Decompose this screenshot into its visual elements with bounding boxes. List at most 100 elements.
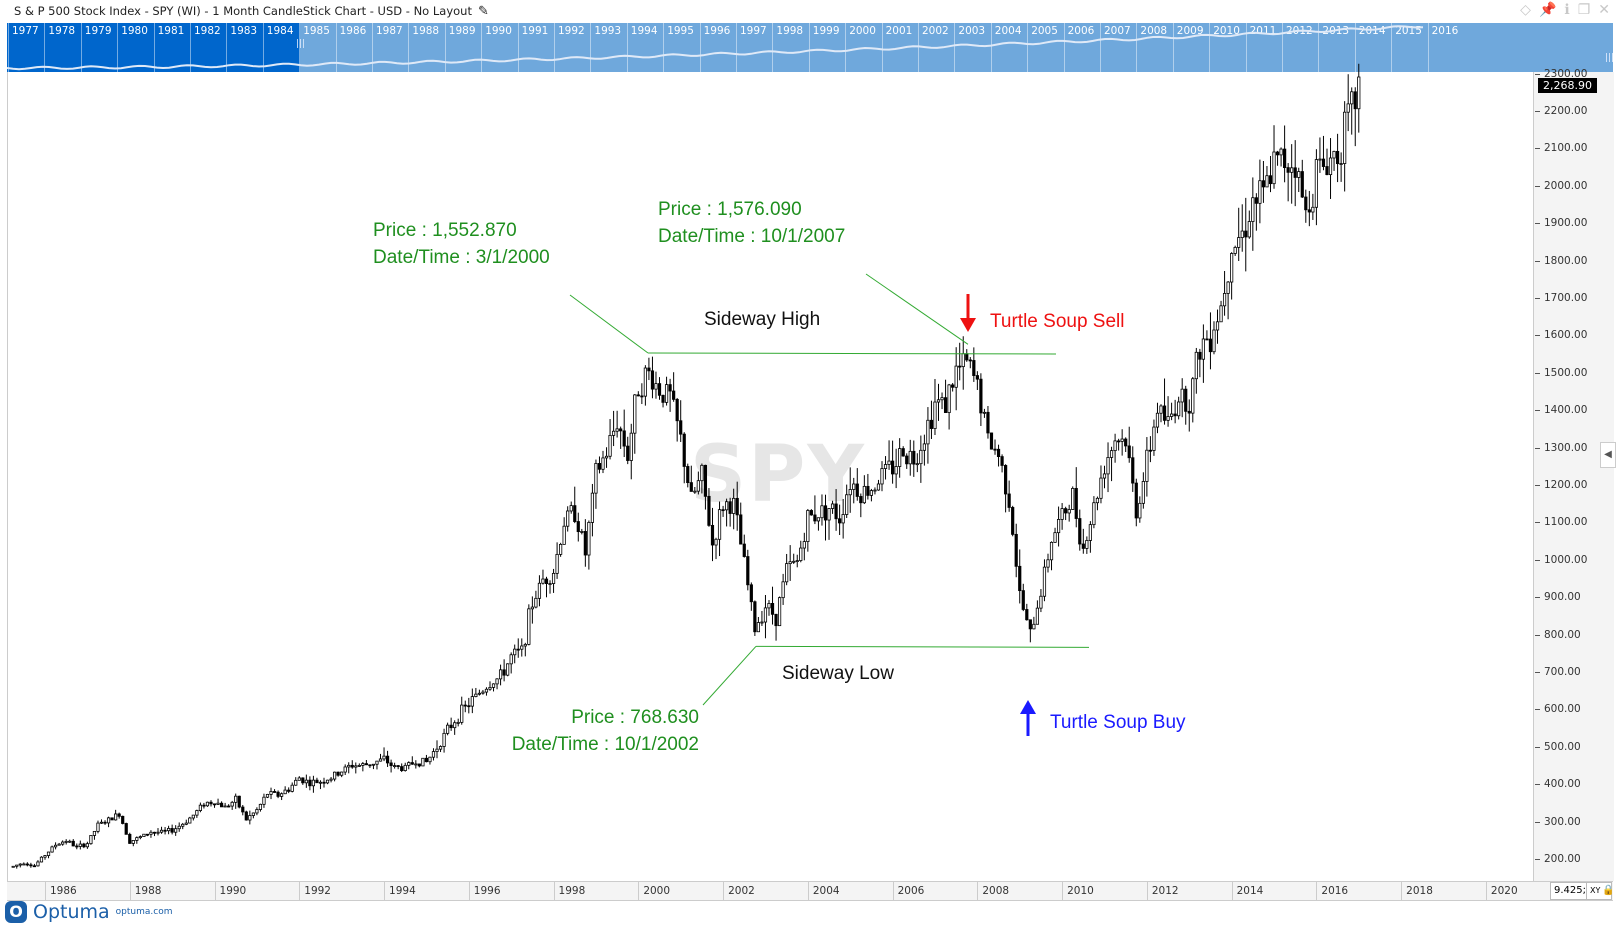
navigator-year[interactable]: 1992 [554, 23, 590, 72]
candle-body [1222, 293, 1227, 307]
navigator-year[interactable]: 2004 [990, 23, 1027, 72]
navigator-year[interactable]: 1985 [299, 23, 335, 72]
candle-body [223, 805, 227, 808]
restore-icon[interactable]: ❐ [1577, 2, 1591, 18]
candle-body [488, 687, 492, 690]
navigator-year[interactable]: 1995 [663, 23, 699, 72]
candle-body [1053, 532, 1057, 543]
brand-name: Optuma [33, 901, 110, 923]
y-tick-label: 1600.00 [1534, 329, 1588, 342]
candle-body [1088, 524, 1092, 541]
candle-body [29, 864, 33, 867]
candle-body [403, 764, 407, 771]
navigator-year[interactable]: 1988 [408, 23, 444, 72]
candle-body [509, 654, 513, 665]
y-tick-label: 500.00 [1535, 740, 1581, 753]
navigator-year[interactable]: 2008 [1136, 23, 1172, 72]
candle-body [1074, 488, 1078, 519]
candle-body [1011, 507, 1015, 535]
candle-body [555, 553, 559, 574]
candle-body [873, 489, 877, 492]
candle-body [1155, 412, 1160, 428]
candle-body [1109, 450, 1114, 458]
candle-body [382, 755, 386, 760]
navigator-year[interactable]: 1986 [335, 23, 372, 72]
navigator-year[interactable]: 1994 [626, 23, 663, 72]
candle-body [1021, 590, 1025, 610]
navigator-year[interactable]: 1996 [699, 23, 736, 72]
navigator-handle[interactable]: ||| [1605, 53, 1613, 63]
navigator-year[interactable]: 2006 [1063, 23, 1100, 72]
navigator-year[interactable]: 1980 [117, 23, 153, 72]
candle-body [1138, 502, 1142, 519]
edit-pencil-icon[interactable]: ✎ [477, 4, 489, 19]
navigator-year[interactable]: 2010 [1209, 23, 1245, 72]
candle-body [1293, 167, 1297, 178]
candle-body [622, 430, 626, 447]
navigator-year[interactable]: 1978 [44, 23, 80, 72]
scale-box[interactable]: 9.425; XY 🔒 [1550, 882, 1615, 900]
candle-body [1173, 413, 1177, 417]
close-icon[interactable]: ✕ [1598, 2, 1610, 18]
y-tick-label: 1900.00 [1534, 217, 1588, 230]
x-tick-label: 2006 [892, 882, 978, 900]
navigator-year[interactable]: 1977 [8, 23, 44, 72]
candle-body [15, 864, 19, 867]
scale-value[interactable]: 9.425; [1551, 883, 1587, 899]
candle-body [1032, 623, 1036, 630]
info-icon[interactable]: ℹ [1564, 2, 1570, 18]
candle-body [908, 450, 912, 465]
candle-body [1254, 197, 1258, 204]
navigator-year[interactable]: 2002 [918, 23, 954, 72]
candle-body [114, 813, 118, 821]
candle-body [912, 450, 916, 465]
timeline-navigator[interactable]: 1977 1978 1979 1980 1981 1982 1983 1984 1985 1986… [7, 23, 1613, 72]
y-tick-label: 800.00 [1535, 628, 1581, 641]
pin-icon[interactable]: 📌 [1538, 2, 1557, 18]
navigator-year[interactable]: 2014 [1354, 23, 1391, 72]
navigator-year[interactable]: 2003 [954, 23, 990, 72]
navigator-year[interactable]: 1991 [517, 23, 554, 72]
navigator-year[interactable]: 1997 [736, 23, 772, 72]
candle-body [717, 509, 722, 540]
time-axis[interactable]: 1986 1988 1990 1992 1994 1996 1998 2000 2002 2004… [7, 881, 1613, 901]
navigator-year[interactable]: 1998 [772, 23, 808, 72]
navigator-year[interactable]: 1999 [808, 23, 845, 72]
navigator-year[interactable]: 1984 [262, 23, 299, 72]
candle-body [979, 378, 983, 414]
candle-body [262, 796, 266, 805]
navigator-year[interactable]: 1989 [444, 23, 481, 72]
navigator-year[interactable]: 1981 [153, 23, 190, 72]
lock-icon[interactable]: 🔒 [1602, 885, 1615, 896]
navigator-year[interactable]: 2005 [1027, 23, 1063, 72]
navigator-year[interactable]: 1983 [226, 23, 262, 72]
candle-body [1141, 481, 1145, 504]
navigator-year[interactable]: 2009 [1172, 23, 1209, 72]
y-tick-label: 400.00 [1535, 778, 1581, 791]
candle-body [1187, 410, 1191, 414]
candle-body [530, 606, 534, 610]
xy-mode[interactable]: XY [1590, 886, 1601, 895]
navigator-year[interactable]: 1993 [590, 23, 626, 72]
chart-title-text: S & P 500 Stock Index - SPY (WI) - 1 Mon… [14, 4, 472, 18]
collapse-panel-button[interactable]: ◀ [1600, 442, 1616, 468]
candle-body [438, 746, 443, 750]
price-axis[interactable]: 200.00 300.00 400.00 500.00 600.00 700.00 800.… [1533, 68, 1614, 881]
plot-area[interactable] [7, 72, 1534, 881]
candle-body [308, 779, 312, 787]
navigator-year[interactable]: 1982 [190, 23, 226, 72]
candle-body [922, 443, 926, 451]
navigator-year[interactable]: 2000 [845, 23, 881, 72]
navigator-year[interactable]: 1979 [80, 23, 117, 72]
diamond-icon[interactable]: ◇ [1520, 2, 1531, 18]
navigator-year[interactable]: 1990 [481, 23, 517, 72]
navigator-handle[interactable]: ||| [296, 39, 306, 49]
navigator-year[interactable]: 2007 [1100, 23, 1136, 72]
navigator-year[interactable]: 1987 [372, 23, 408, 72]
navigator-year[interactable]: 2001 [881, 23, 918, 72]
navigator-year[interactable]: 2016 [1427, 23, 1464, 72]
brand-url[interactable]: optuma.com [115, 907, 173, 917]
navigator-selected-range[interactable] [7, 23, 300, 72]
candle-body [664, 384, 669, 403]
candle-body [1215, 321, 1220, 331]
